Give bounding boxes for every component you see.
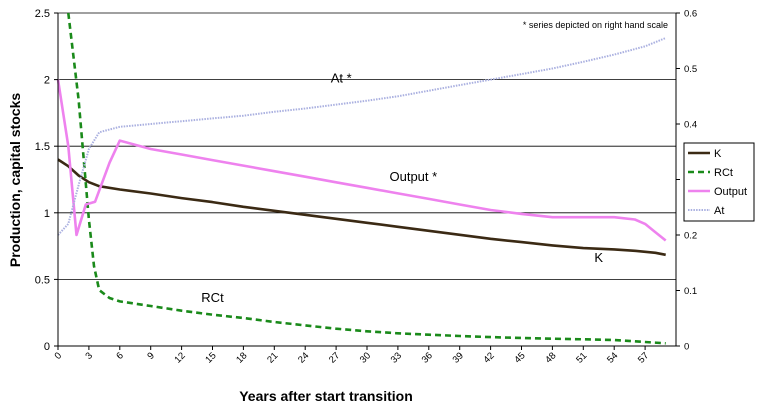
annotation-label: Output *	[389, 169, 437, 184]
x-tick-label: 15	[203, 350, 218, 365]
x-tick-label: 57	[636, 350, 651, 365]
y-left-tick-label: 1.5	[35, 141, 50, 153]
y-left-tick-label: 0.5	[35, 274, 50, 286]
annotation-label: K	[594, 250, 603, 265]
x-tick-label: 6	[114, 350, 126, 362]
annotation-label: RCt	[201, 290, 224, 305]
y-right-tick-label: 0.5	[684, 64, 697, 75]
y-left-tick-label: 1	[44, 208, 50, 220]
x-tick-label: 42	[481, 350, 496, 365]
legend-box	[683, 142, 755, 222]
y-left-tick-label: 2.5	[35, 8, 50, 20]
y-right-tick-label: 0.6	[684, 9, 697, 20]
x-tick-label: 0	[53, 350, 65, 362]
x-tick-label: 12	[172, 350, 187, 365]
series-line-output	[56, 79, 667, 242]
grid-lines	[58, 12, 676, 280]
y-axis-title: Production, capital stocks	[7, 93, 23, 267]
x-tick-label: 45	[512, 350, 527, 365]
y-left-tick-label: 2	[44, 75, 50, 87]
annotations: At * Output * K RCt	[201, 70, 603, 305]
x-tick-label: 21	[265, 350, 280, 365]
series-line-at	[57, 37, 667, 236]
annotation-label: At *	[331, 70, 352, 85]
x-tick-label: 51	[574, 350, 589, 365]
y-right-tick-label: 0.4	[684, 120, 697, 131]
legend-label: At	[714, 205, 724, 217]
x-tick-label: 27	[327, 350, 342, 365]
y-right-tick-label: 0	[684, 342, 689, 353]
series-lines	[56, 12, 667, 345]
x-tick-label: 48	[543, 350, 558, 365]
x-tick-label: 39	[451, 350, 466, 365]
series-line-k	[57, 158, 666, 257]
axes	[54, 12, 680, 350]
x-tick-label: 24	[296, 350, 311, 365]
legend-label: RCt	[714, 167, 733, 179]
y-right-tick-label: 0.2	[684, 231, 697, 242]
y-left-tick-label: 0	[44, 341, 50, 353]
x-axis-title: Years after start transition	[239, 388, 413, 404]
x-tick-label: 18	[234, 350, 249, 365]
legend: K RCt Output At	[683, 142, 755, 222]
legend-label: K	[714, 148, 722, 160]
tick-labels: 00.511.522.500.10.20.30.40.50.6036912151…	[35, 8, 698, 366]
y-right-tick-label: 0.1	[684, 286, 697, 297]
legend-label: Output	[714, 186, 747, 198]
scale-note: * series depicted on right hand scale	[523, 20, 668, 30]
x-tick-label: 54	[605, 350, 620, 365]
x-tick-label: 9	[145, 350, 157, 362]
x-tick-label: 30	[358, 350, 373, 365]
x-tick-label: 36	[420, 350, 435, 365]
x-tick-label: 3	[83, 350, 95, 362]
x-tick-label: 33	[389, 350, 404, 365]
